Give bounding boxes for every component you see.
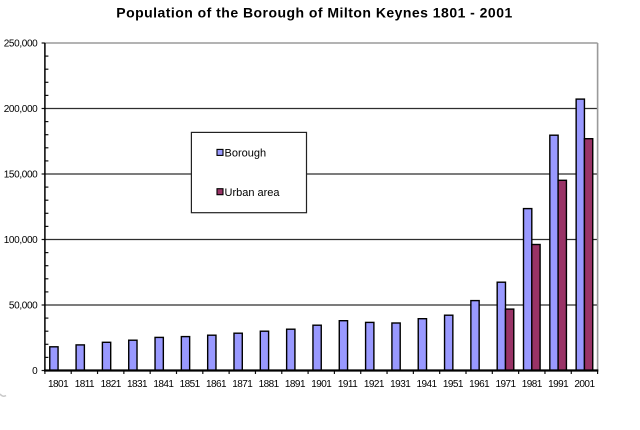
- svg-text:Borough: Borough: [225, 147, 267, 159]
- svg-text:150,000: 150,000: [4, 170, 38, 181]
- svg-text:1981: 1981: [522, 379, 543, 390]
- svg-text:50,000: 50,000: [9, 301, 38, 312]
- svg-text:1931: 1931: [390, 379, 411, 390]
- svg-text:1871: 1871: [232, 379, 253, 390]
- svg-text:1831: 1831: [127, 379, 148, 390]
- svg-text:250,000: 250,000: [4, 39, 38, 50]
- svg-text:1901: 1901: [311, 379, 332, 390]
- svg-text:Population of the Borough of M: Population of the Borough of Milton Keyn…: [116, 5, 512, 21]
- svg-text:1891: 1891: [285, 379, 306, 390]
- svg-text:1851: 1851: [180, 379, 201, 390]
- svg-text:0: 0: [32, 366, 38, 377]
- svg-text:1941: 1941: [417, 379, 438, 390]
- svg-text:1921: 1921: [364, 379, 385, 390]
- svg-text:1821: 1821: [101, 379, 122, 390]
- svg-text:1811: 1811: [75, 379, 95, 390]
- svg-text:Urban area: Urban area: [225, 187, 281, 199]
- svg-text:2001: 2001: [574, 379, 595, 390]
- svg-text:1881: 1881: [259, 379, 280, 390]
- svg-text:1861: 1861: [206, 379, 227, 390]
- svg-text:1971: 1971: [495, 379, 516, 390]
- svg-text:100,000: 100,000: [4, 235, 38, 246]
- svg-text:1911: 1911: [338, 379, 358, 390]
- svg-text:1951: 1951: [443, 379, 464, 390]
- svg-text:1841: 1841: [153, 379, 174, 390]
- svg-text:200,000: 200,000: [4, 104, 38, 115]
- svg-text:1801: 1801: [48, 379, 69, 390]
- svg-text:1991: 1991: [548, 379, 569, 390]
- svg-text:1961: 1961: [469, 379, 490, 390]
